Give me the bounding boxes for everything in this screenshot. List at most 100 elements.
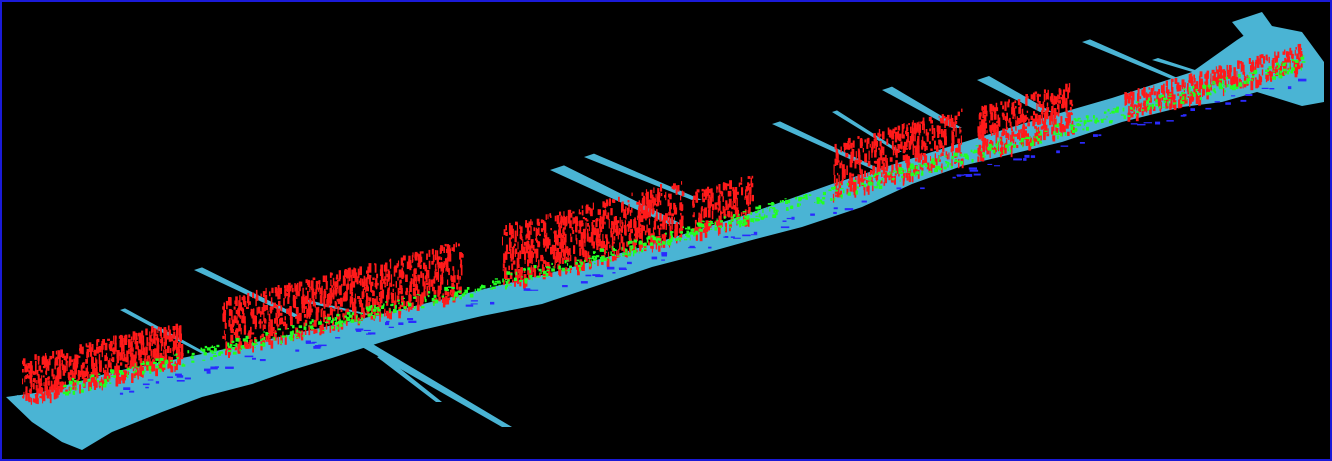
building-point [885,161,888,172]
building-point [346,269,349,279]
building-point [338,314,341,324]
building-point [1250,67,1253,73]
building-point [957,138,961,144]
vegetation-point [755,215,758,218]
vegetation-point [529,274,533,279]
building-point [546,262,550,268]
building-point [1004,101,1007,111]
vegetation-point [62,385,65,388]
building-point [648,199,651,209]
vegetation-point [89,386,92,391]
building-point [508,225,512,232]
building-point [577,263,579,272]
building-point [547,214,549,220]
shadow-streak [772,121,882,170]
building-point [338,270,341,280]
building-point [960,135,962,145]
building-point [153,339,155,344]
building-point [424,283,426,287]
building-point [248,341,250,347]
building-point [677,185,680,192]
building-point [751,194,754,202]
building-point [326,299,330,308]
building-point [423,262,426,270]
building-point [124,364,128,368]
building-point [406,300,409,307]
building-point [857,148,860,157]
building-point [1158,89,1160,95]
building-point [371,286,373,293]
building-point [502,236,503,246]
building-point [1024,130,1027,137]
building-point [938,125,941,134]
vegetation-point [310,328,315,330]
building-point [866,179,868,184]
building-point [389,258,392,269]
vegetation-point [789,206,794,209]
building-point [325,325,328,330]
building-point [921,162,924,166]
building-point [1152,106,1156,111]
building-point [36,380,38,385]
building-point [160,344,163,351]
building-point [102,339,105,345]
vegetation-point [923,163,928,166]
building-point [872,181,874,192]
building-point [1242,71,1245,75]
building-point [384,285,387,288]
building-point [950,120,954,128]
building-point [864,139,867,143]
building-point [1058,88,1061,92]
building-point [870,177,873,186]
building-point [1066,110,1068,117]
vegetation-point [830,198,833,201]
building-point [390,282,393,287]
building-point [56,385,60,395]
building-point [1011,131,1015,142]
building-point [89,347,93,357]
building-point [736,215,738,226]
building-point [879,133,882,137]
building-point [578,240,582,247]
building-point [844,176,846,180]
building-point [1058,100,1062,104]
building-point [747,217,750,227]
building-point [444,258,448,262]
building-point [554,239,557,243]
building-point [636,229,639,238]
building-point [262,291,266,298]
vegetation-point [1301,61,1306,63]
building-point [581,248,585,256]
building-point [718,226,720,236]
vegetation-point [1238,82,1242,87]
building-point [414,292,416,297]
building-point [651,194,654,204]
building-point [370,283,372,292]
building-point [519,236,522,239]
building-point [1058,94,1060,100]
building-point [703,189,706,197]
vehicle-point [580,281,588,284]
vegetation-point [339,319,341,321]
vegetation-point [730,216,733,219]
building-point [1199,71,1203,78]
building-point [1290,50,1293,55]
building-point [276,317,279,326]
building-point [660,193,663,197]
building-point [1185,99,1188,104]
vehicle-point [526,289,532,291]
building-point [857,136,860,139]
building-point [913,122,917,131]
building-point [222,306,225,310]
vegetation-point [424,296,426,300]
vegetation-point [1199,97,1202,101]
vegetation-point [394,305,397,309]
vehicle-point [175,373,182,376]
building-point [730,222,732,228]
building-point [1022,126,1025,137]
building-point [630,228,633,234]
building-point [730,213,733,219]
building-point [447,249,450,260]
